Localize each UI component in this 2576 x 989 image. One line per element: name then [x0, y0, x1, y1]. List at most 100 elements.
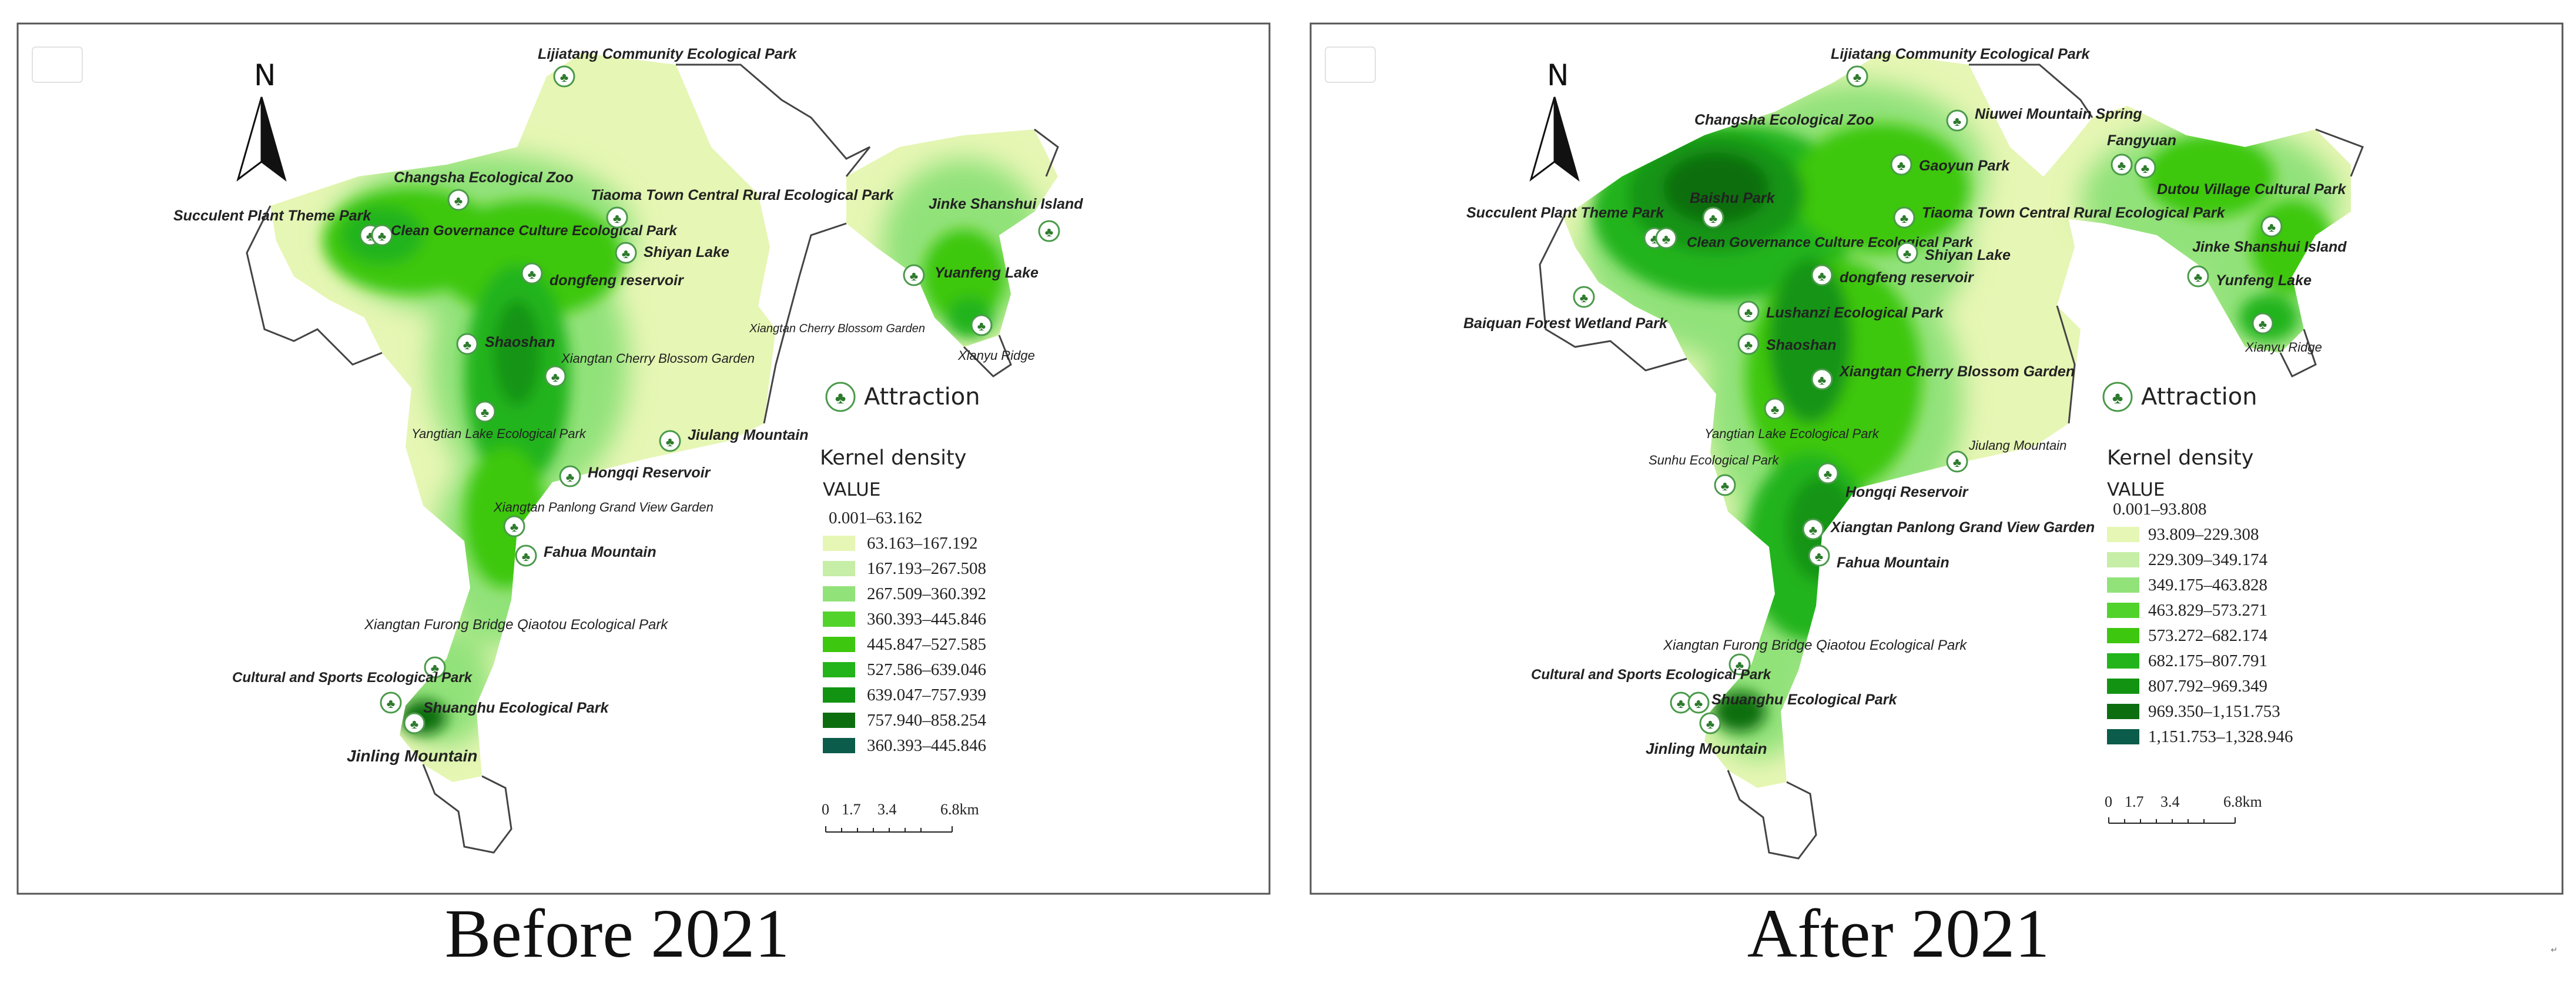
attraction-marker[interactable]: ♣: [659, 430, 681, 452]
attraction-marker[interactable]: ♣: [970, 314, 993, 336]
legend-range-label: 757.940–858.254: [867, 711, 987, 730]
attraction-label: Shaoshan: [485, 334, 555, 350]
legend-range-label: 573.272–682.174: [2148, 626, 2268, 645]
attraction-marker[interactable]: ♣: [1687, 691, 1710, 714]
attraction-marker[interactable]: ♣: [1817, 462, 1839, 485]
attraction-marker[interactable]: ♣: [1811, 264, 1833, 286]
attraction-label: Yangtian Lake Ecological Park: [411, 426, 587, 441]
attraction-marker[interactable]: ♣: [1890, 153, 1912, 176]
attraction-label: Shiyan Lake: [644, 244, 729, 260]
legend-range-label: 0.001–93.808: [2113, 500, 2207, 519]
attraction-marker[interactable]: ♣: [606, 206, 628, 229]
attraction-marker[interactable]: ♣: [1808, 544, 1830, 567]
scale-bar: 0 1.7 3.4 6.8km: [822, 801, 979, 833]
tree-icon: ♣: [1824, 467, 1832, 482]
legend-range-label: 349.175–463.828: [2148, 576, 2267, 594]
attraction-marker[interactable]: ♣: [2111, 153, 2133, 176]
attraction-marker[interactable]: ♣: [521, 262, 543, 285]
attraction-marker[interactable]: ♣: [1737, 300, 1760, 323]
attraction-label: Sunhu Ecological Park: [1649, 453, 1779, 467]
attraction-label: Changsha Ecological Zoo: [394, 169, 574, 186]
legend-range-label: 527.586–639.046: [867, 660, 986, 679]
attraction-marker[interactable]: ♣: [1702, 206, 1724, 229]
attraction-label: Yangtian Lake Ecological Park: [1704, 426, 1880, 441]
legend-attraction: ♣ Attraction: [2102, 382, 2257, 412]
tree-icon: ♣: [463, 338, 471, 352]
legend-swatch: [2107, 628, 2139, 643]
attraction-marker[interactable]: ♣: [2134, 156, 2156, 179]
tree-icon: ♣: [1815, 549, 1823, 564]
attraction-label: Xiangtan Panlong Grand View Garden: [493, 500, 713, 514]
attraction-marker[interactable]: ♣: [1714, 474, 1736, 496]
attraction-marker[interactable]: ♣: [1737, 333, 1760, 355]
attraction-marker[interactable]: ♣: [1846, 65, 1868, 88]
legend-title: Kernel density: [820, 446, 966, 470]
attraction-label: Succulent Plant Theme Park: [173, 208, 371, 224]
tree-icon: ♣: [410, 717, 418, 731]
tree-icon: ♣: [1953, 455, 1961, 470]
tree-icon: ♣: [528, 267, 536, 282]
tree-icon: ♣: [481, 405, 489, 420]
attraction-marker[interactable]: ♣: [447, 189, 470, 211]
attraction-marker[interactable]: ♣: [503, 515, 525, 537]
attraction-marker[interactable]: ♣: [2260, 215, 2283, 238]
attraction-marker[interactable]: ♣: [1729, 653, 1751, 676]
map-svg-after: N ♣ Lijiatang Community Ecological Park …: [1309, 22, 2564, 895]
scale-tick: 1.7: [842, 801, 861, 818]
attraction-marker[interactable]: ♣: [1893, 206, 1915, 229]
scale-tick: 3.4: [877, 801, 897, 818]
attraction-marker[interactable]: ♣: [380, 691, 402, 714]
attraction-label: Jiulang Mountain: [688, 427, 809, 443]
tree-icon: ♣: [1809, 523, 1817, 537]
attraction-marker[interactable]: ♣: [903, 264, 925, 286]
map-panel-after: N ♣ Lijiatang Community Ecological Park …: [1293, 0, 2576, 989]
tree-icon: ♣: [522, 549, 530, 564]
tree-icon: ♣: [977, 319, 986, 333]
legend-range-label: 167.193–267.508: [867, 559, 986, 578]
attraction-marker[interactable]: ♣: [1802, 518, 1824, 540]
attraction-marker[interactable]: ♣: [2252, 312, 2274, 335]
attraction-marker[interactable]: ♣: [424, 656, 446, 679]
panel-caption: After 2021: [1747, 895, 2050, 972]
attraction-marker[interactable]: ♣: [544, 365, 567, 387]
attraction-marker[interactable]: ♣: [1699, 712, 1721, 734]
attraction-marker[interactable]: ♣: [1946, 109, 1968, 132]
attraction-marker[interactable]: ♣: [1038, 220, 1060, 242]
attraction-label: Jinling Mountain: [1646, 740, 1767, 757]
attraction-marker[interactable]: ♣: [403, 712, 426, 734]
attraction-label: Gaoyun Park: [1919, 158, 2010, 174]
attraction-label: Yuanfeng Lake: [934, 265, 1039, 281]
attraction-label: Jiulang Mountain: [1968, 438, 2066, 453]
attraction-marker[interactable]: ♣: [1946, 450, 1968, 473]
attraction-marker[interactable]: ♣: [515, 544, 537, 567]
attraction-marker[interactable]: ♣: [1811, 368, 1833, 390]
attraction-marker[interactable]: ♣: [615, 242, 637, 264]
legend-range-label: 93.809–229.308: [2148, 525, 2259, 544]
legend-range-label: 969.350–1,151.753: [2148, 702, 2280, 721]
attraction-label: Shuanghu Ecological Park: [1711, 691, 1897, 708]
attraction-marker[interactable]: ♣: [1764, 397, 1786, 420]
attraction-marker[interactable]: ♣: [474, 400, 496, 423]
attraction-label: Shaoshan: [1766, 337, 1836, 353]
legend-range-label: 267.509–360.392: [867, 584, 986, 603]
attraction-marker[interactable]: ♣: [2187, 265, 2209, 288]
legend-swatch: [823, 536, 855, 551]
map-svg-before: N ♣ Lijiatang Community Ecological Park …: [16, 22, 1271, 895]
attraction-label: Xiangtan Furong Bridge Qiaotou Ecologica…: [364, 617, 669, 633]
attraction-marker[interactable]: ♣: [1573, 286, 1595, 308]
attraction-marker[interactable]: ♣: [553, 65, 575, 88]
attraction-marker[interactable]: ♣: [371, 224, 393, 246]
tree-icon: ♣: [1045, 225, 1053, 239]
tree-icon: ♣: [560, 70, 568, 85]
attraction-label: Fahua Mountain: [544, 544, 656, 560]
attraction-marker[interactable]: ♣: [1896, 242, 1918, 264]
attraction-label: Yunfeng Lake: [2216, 272, 2312, 289]
legend-range-label: 63.163–167.192: [867, 534, 978, 553]
attraction-label: Cultural and Sports Ecological Park: [1531, 667, 1772, 683]
attraction-label: Clean Governance Culture Ecological Park: [1687, 235, 1974, 250]
tree-icon: ♣: [1694, 696, 1703, 711]
attraction-label: Changsha Ecological Zoo: [1694, 112, 1874, 128]
attraction-marker[interactable]: ♣: [1655, 227, 1677, 249]
attraction-marker[interactable]: ♣: [559, 465, 581, 487]
attraction-marker[interactable]: ♣: [456, 333, 478, 355]
